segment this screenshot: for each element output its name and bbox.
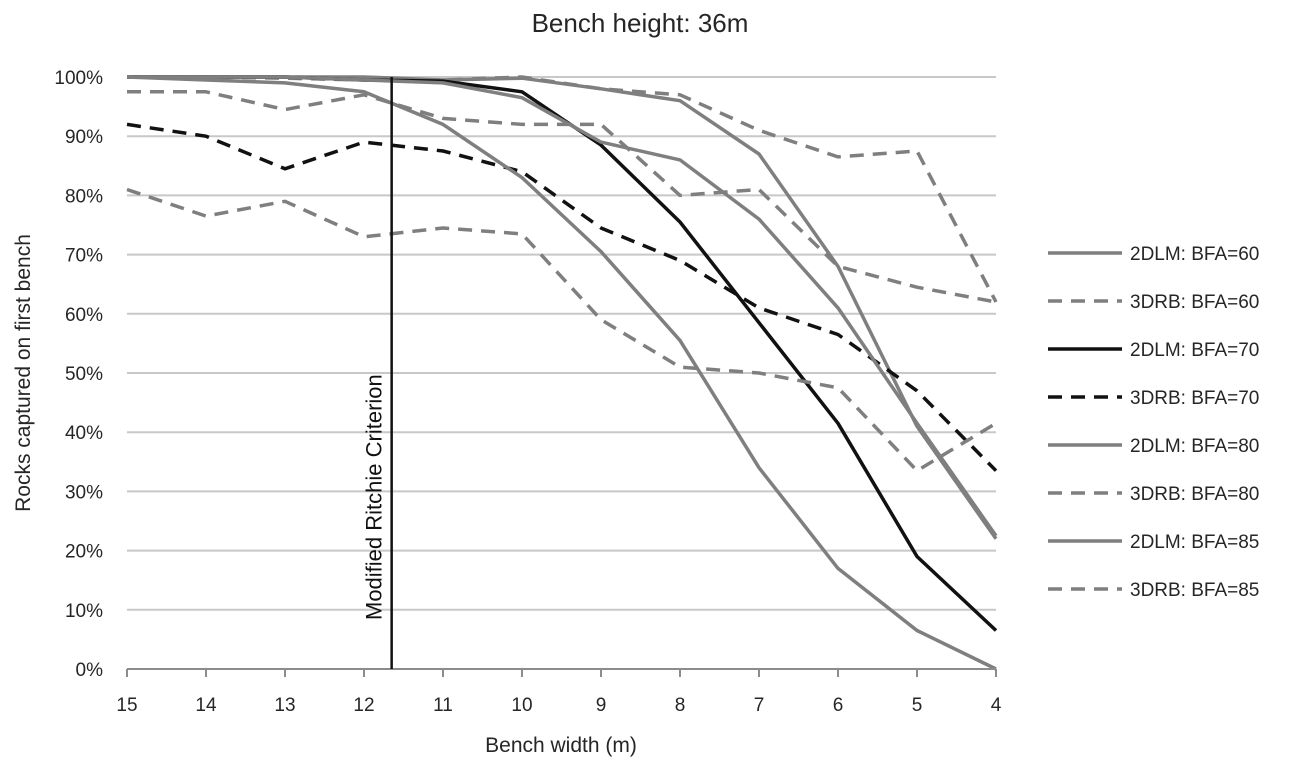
- legend-label: 3DRB: BFA=70: [1130, 388, 1259, 409]
- y-tick-label: 50%: [65, 364, 103, 385]
- y-tick-label: 70%: [65, 246, 103, 267]
- x-tick-label: 8: [675, 695, 686, 716]
- x-tick-label: 14: [195, 695, 217, 716]
- x-tick-label: 4: [991, 695, 1002, 716]
- series-line: [127, 75, 998, 632]
- y-tick-label: 10%: [65, 601, 103, 622]
- legend-label: 2DLM: BFA=80: [1130, 436, 1259, 457]
- x-tick-label: 7: [754, 695, 765, 716]
- legend-label: 3DRB: BFA=85: [1130, 580, 1259, 601]
- x-tick-label: 6: [833, 695, 844, 716]
- legend: 2DLM: BFA=60 3DRB: BFA=60 2DLM: BFA=70 3DRB…: [1048, 244, 1259, 601]
- axes: 0% 10% 20% 30% 40% 50% 60% 70% 80% 90% 100% 15 14 13 1…: [54, 68, 1001, 716]
- y-tick-label: 0%: [76, 660, 104, 681]
- x-tick-label: 12: [353, 695, 374, 716]
- y-tick-label: 60%: [65, 305, 103, 326]
- series-line: [127, 75, 998, 537]
- series-line: [127, 75, 998, 303]
- y-tick-label: 90%: [65, 127, 103, 148]
- y-tick-label: 80%: [65, 186, 103, 207]
- legend-label: 3DRB: BFA=80: [1130, 484, 1259, 505]
- legend-label: 3DRB: BFA=60: [1130, 292, 1259, 313]
- plot-lines: [126, 75, 998, 671]
- series-line: [127, 90, 997, 304]
- annotation: Modified Ritchie Criterion: [362, 77, 393, 669]
- x-tick-label: 15: [116, 695, 137, 716]
- y-tick-label: 30%: [65, 482, 103, 503]
- chart-title: Bench height: 36m: [532, 8, 749, 38]
- annotation-label: Modified Ritchie Criterion: [362, 374, 387, 620]
- x-tick-label: 10: [511, 695, 532, 716]
- legend-label: 2DLM: BFA=60: [1130, 244, 1259, 265]
- x-tick-label: 9: [596, 695, 607, 716]
- legend-label: 2DLM: BFA=70: [1130, 340, 1259, 361]
- legend-label: 2DLM: BFA=85: [1130, 532, 1259, 553]
- y-tick-label: 40%: [65, 423, 103, 444]
- series-line: [126, 75, 997, 671]
- y-tick-label: 20%: [65, 542, 103, 563]
- y-tick-label: 100%: [54, 68, 103, 89]
- x-axis-title: Bench width (m): [485, 734, 637, 757]
- series-line: [126, 187, 997, 473]
- x-tick-label: 11: [433, 695, 453, 716]
- series-line: [126, 122, 998, 472]
- x-tick-label: 5: [912, 695, 923, 716]
- x-tick-label: 13: [274, 695, 295, 716]
- y-axis-title: Rocks captured on first bench: [12, 234, 35, 512]
- grid: [127, 76, 996, 611]
